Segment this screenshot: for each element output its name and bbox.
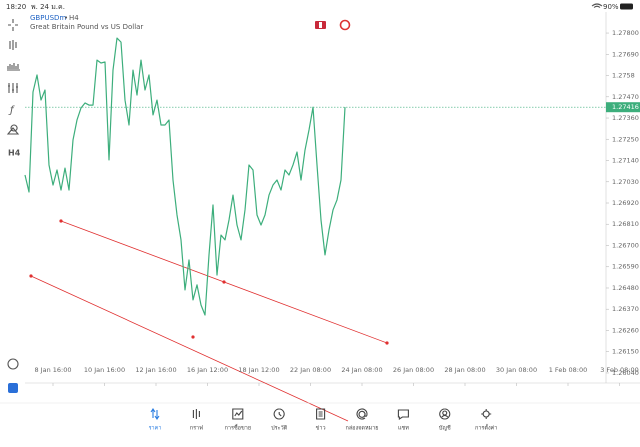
- nav-item[interactable]: ราคา: [149, 408, 162, 432]
- y-tick-label: 1.26700: [612, 241, 639, 249]
- x-tick-label: 22 Jan 08:00: [290, 366, 331, 374]
- indicators-tool[interactable]: [8, 83, 18, 93]
- nav-icon: [439, 408, 451, 420]
- nav-label: ราคา: [149, 426, 162, 432]
- period-tool[interactable]: H4: [8, 149, 21, 158]
- nav-icon: [316, 408, 326, 420]
- nav-label: การตั้งค่า: [475, 424, 497, 432]
- nav-label: ข่าว: [316, 426, 326, 432]
- candles-tool[interactable]: [9, 40, 17, 50]
- left-toolbar: ƒ H4: [6, 19, 21, 393]
- price-line: [24, 37, 346, 316]
- symbol[interactable]: GBPUSDm: [30, 14, 66, 22]
- y-tick-label: 1.27360: [612, 114, 639, 122]
- nav-icon: [397, 409, 409, 421]
- nav-item[interactable]: การตั้งค่า: [475, 409, 497, 432]
- trend-anchor[interactable]: [59, 219, 63, 223]
- x-tick-label: 10 Jan 16:00: [84, 366, 125, 374]
- nav-icon: [273, 408, 285, 420]
- x-tick-label: 18 Jan 12:00: [238, 366, 279, 374]
- y-tick-label: 1.26590: [612, 263, 639, 271]
- current-price-tag: [606, 102, 640, 113]
- y-tick-label: 1.27690: [612, 50, 639, 58]
- objects-tool[interactable]: [6, 124, 20, 135]
- nav-label: การซื้อขาย: [225, 424, 251, 432]
- y-tick-label: 1.27470: [612, 93, 639, 101]
- nav-item[interactable]: แชท: [397, 409, 409, 432]
- y-tick-label: 1.27030: [612, 178, 639, 186]
- function-tool[interactable]: ƒ: [8, 105, 15, 116]
- nav-item[interactable]: กราฟ: [190, 409, 203, 432]
- x-tick-label: 1 Feb 08:00: [549, 366, 588, 374]
- y-tick-label: 1.2758: [612, 72, 635, 80]
- crosshair-tool[interactable]: [8, 19, 18, 31]
- wifi-icon: [591, 3, 603, 8]
- volume-tool[interactable]: [7, 63, 20, 71]
- x-tick-label: 26 Jan 08:00: [393, 366, 434, 374]
- nav-item[interactable]: การซื้อขาย: [225, 408, 251, 432]
- trend-anchor[interactable]: [222, 280, 226, 284]
- trend-anchor[interactable]: [385, 341, 389, 345]
- nav-icon: [150, 408, 160, 420]
- trend-anchor[interactable]: [191, 335, 195, 339]
- symbol-description: Great Britain Pound vs US Dollar: [30, 23, 143, 31]
- x-tick-label: 8 Jan 16:00: [34, 366, 71, 374]
- battery-icon: [620, 3, 633, 10]
- nav-icon: [232, 408, 244, 420]
- separator: •: [64, 14, 68, 22]
- current-price-label: 1.27416: [612, 103, 639, 111]
- x-tick-label: 16 Jan 12:00: [187, 366, 228, 374]
- nav-label: แชท: [398, 425, 409, 432]
- nav-item[interactable]: กล่องจดหมาย: [345, 408, 379, 432]
- nav-label: บัญชี: [439, 425, 451, 432]
- x-tick-label: 3 Feb 08:00: [600, 366, 639, 374]
- y-tick-label: 1.26810: [612, 220, 639, 228]
- nav-icon: [356, 408, 368, 420]
- nav-item[interactable]: ประวัติ: [271, 408, 288, 432]
- x-tick-label: 12 Jan 16:00: [135, 366, 176, 374]
- nav-icon: [192, 409, 200, 419]
- nav-label: กราฟ: [190, 425, 203, 432]
- status-time: 18:20: [6, 3, 26, 11]
- nav-item[interactable]: บัญชี: [439, 408, 451, 432]
- flag-icon-stripe: [319, 22, 322, 28]
- clock-tool[interactable]: [7, 358, 19, 370]
- y-tick-label: 1.26150: [612, 348, 639, 356]
- y-tick-label: 1.26260: [612, 326, 639, 334]
- battery-level: 90%: [603, 3, 619, 11]
- y-tick-label: 1.26040: [612, 369, 639, 377]
- signal-icon[interactable]: [339, 19, 351, 31]
- trend-line[interactable]: [30, 275, 349, 422]
- x-tick-label: 24 Jan 08:00: [341, 366, 382, 374]
- nav-label: กล่องจดหมาย: [345, 426, 378, 432]
- y-tick-label: 1.26480: [612, 284, 639, 292]
- status-date: พ. 24 ม.ค.: [31, 3, 65, 11]
- nav-icon: [481, 409, 492, 419]
- nav-label: ประวัติ: [271, 425, 287, 432]
- plot-area: [24, 37, 606, 422]
- app-icon[interactable]: [8, 383, 18, 393]
- timeframe[interactable]: H4: [69, 14, 79, 22]
- y-tick-label: 1.26920: [612, 199, 639, 207]
- y-tick-label: 1.27800: [612, 29, 639, 37]
- bottom-nav: ราคา กราฟ การซื้อขาย ประวัติ ข่าว กล่องจดหมาย…: [149, 408, 497, 432]
- nav-item[interactable]: ข่าว: [316, 408, 326, 432]
- y-tick-label: 1.27140: [612, 157, 639, 165]
- y-tick-label: 1.26370: [612, 305, 639, 313]
- trend-anchor[interactable]: [29, 274, 33, 278]
- y-tick-label: 1.27250: [612, 135, 639, 143]
- x-tick-label: 28 Jan 08:00: [444, 366, 485, 374]
- x-tick-label: 30 Jan 08:00: [496, 366, 537, 374]
